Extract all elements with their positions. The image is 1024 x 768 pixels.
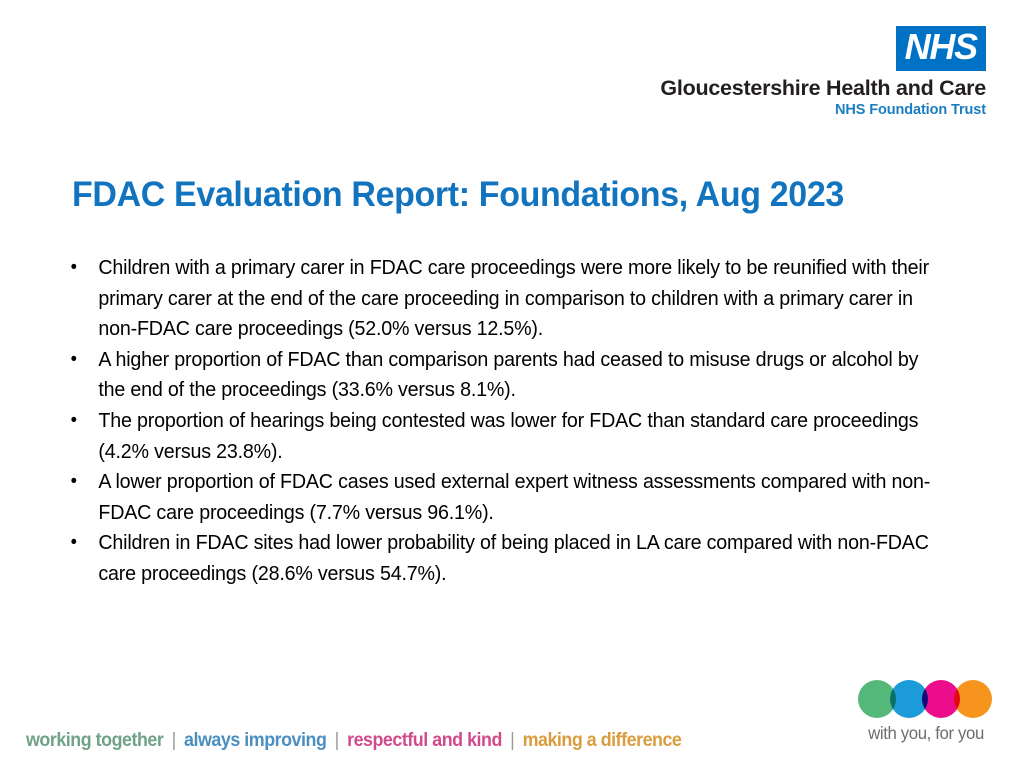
- nhs-trust-logo: NHS Gloucestershire Health and Care NHS …: [660, 26, 986, 119]
- value-always-improving: always improving: [184, 730, 327, 751]
- value-working-together: working together: [26, 730, 164, 751]
- value-separator: |: [334, 730, 340, 751]
- value-making-a-difference: making a difference: [522, 730, 682, 751]
- trust-name: Gloucestershire Health and Care: [660, 75, 986, 100]
- page-title: FDAC Evaluation Report: Foundations, Aug…: [72, 175, 844, 214]
- list-item-text: Children with a primary carer in FDAC ca…: [98, 256, 929, 341]
- circle-green-icon: [858, 680, 896, 718]
- values-strapline: working together | always improving | re…: [26, 730, 682, 751]
- value-respectful-and-kind: respectful and kind: [347, 730, 502, 751]
- bullet-marker-icon: •: [70, 409, 77, 431]
- list-item: • Children in FDAC sites had lower proba…: [64, 528, 935, 589]
- overlapping-circles-icon: [856, 678, 992, 718]
- list-item: • A higher proportion of FDAC than compa…: [64, 345, 935, 406]
- bullet-list: • Children with a primary carer in FDAC …: [64, 253, 976, 590]
- circle-magenta-icon: [922, 680, 960, 718]
- value-separator: |: [171, 730, 177, 751]
- bullet-marker-icon: •: [70, 532, 77, 554]
- list-item-text: The proportion of hearings being contest…: [98, 408, 919, 463]
- strapline-text: with you, for you: [868, 723, 984, 743]
- list-item-text: Children in FDAC sites had lower probabi…: [98, 531, 929, 585]
- bullet-marker-icon: •: [70, 257, 77, 278]
- list-item-text: A lower proportion of FDAC cases used ex…: [98, 470, 931, 524]
- value-separator: |: [510, 730, 515, 751]
- nhs-logo-icon: NHS: [895, 26, 986, 71]
- list-item: • Children with a primary carer in FDAC …: [64, 253, 935, 345]
- trust-subtitle: NHS Foundation Trust: [834, 101, 986, 118]
- list-item: • A lower proportion of FDAC cases used …: [64, 467, 935, 528]
- circle-orange-icon: [954, 680, 992, 718]
- bullet-marker-icon: •: [70, 471, 77, 493]
- list-item: • The proportion of hearings being conte…: [64, 406, 935, 467]
- with-you-for-you-logo: with you, for you: [856, 678, 996, 754]
- bullet-marker-icon: •: [70, 348, 77, 370]
- list-item-text: A higher proportion of FDAC than compari…: [98, 347, 919, 402]
- circle-blue-icon: [890, 680, 928, 718]
